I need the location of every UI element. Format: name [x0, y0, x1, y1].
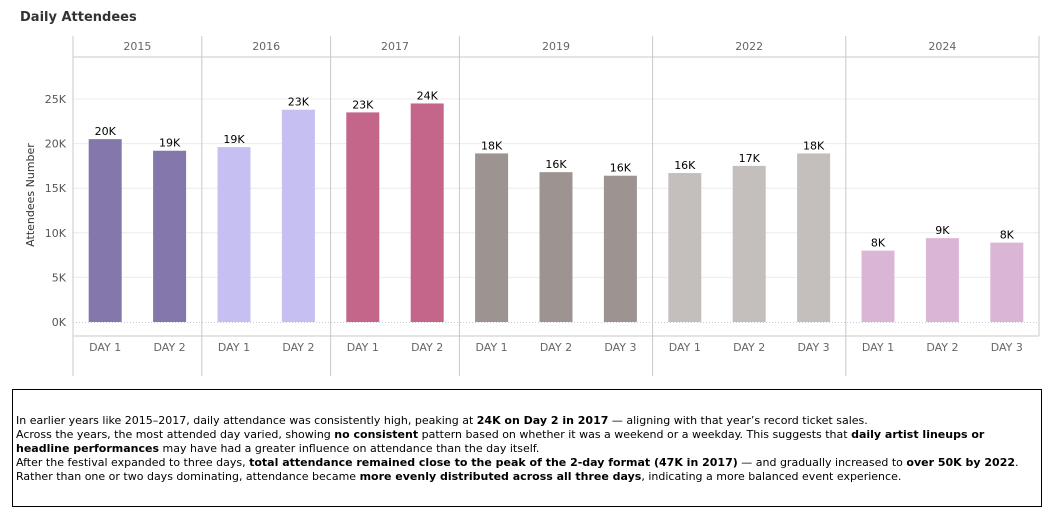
- note-emphasis: daily artist lineups or headline perform…: [16, 428, 985, 455]
- x-tick-label: DAY 1: [476, 341, 508, 354]
- facet-year-label: 2017: [381, 40, 409, 53]
- note-text: Across the years, the most attended day …: [16, 428, 335, 441]
- y-tick-label: 5K: [52, 271, 67, 284]
- y-tick-label: 15K: [45, 182, 67, 195]
- bar-value-label: 18K: [481, 139, 503, 152]
- bar-2015-day-2: [153, 150, 187, 322]
- faceted-bar-chart: 0K 5K 10K 15K 20K 25K Attendees Number 2015 20K D…: [24, 36, 1040, 376]
- bar-2017-day-2: [410, 103, 444, 323]
- note-text: pattern based on whether it was a weeken…: [418, 428, 852, 441]
- bar-value-label: 24K: [417, 89, 439, 102]
- note-text: Rather than one or two days dominating, …: [16, 470, 360, 483]
- bar-value-label: 16K: [674, 159, 696, 172]
- note-emphasis: over 50K by 2022: [906, 456, 1015, 469]
- x-tick-label: DAY 1: [347, 341, 379, 354]
- y-tick-label: 20K: [45, 138, 67, 151]
- bar-value-label: 16K: [610, 162, 632, 175]
- bar-2016-day-1: [217, 147, 251, 322]
- bar-value-label: 8K: [871, 237, 886, 250]
- x-tick-label: DAY 1: [669, 341, 701, 354]
- bar-2019-day-1: [475, 153, 509, 322]
- x-tick-label: DAY 2: [926, 341, 958, 354]
- note-paragraph: In earlier years like 2015–2017, daily a…: [16, 414, 1038, 428]
- note-emphasis: more evenly distributed across all three…: [359, 470, 642, 483]
- note-text: .: [1015, 456, 1019, 469]
- y-tick-label: 0K: [52, 316, 67, 329]
- x-tick-label: DAY 2: [282, 341, 314, 354]
- facet-year-label: 2015: [123, 40, 151, 53]
- note-emphasis: no consistent: [334, 428, 419, 441]
- note-paragraph: After the festival expanded to three day…: [16, 456, 1038, 470]
- note-emphasis: total attendance remained close to the p…: [249, 456, 738, 469]
- x-tick-label: DAY 3: [798, 341, 830, 354]
- bar-2016-day-2: [281, 109, 315, 322]
- bar-2019-day-3: [603, 175, 637, 322]
- bar-value-label: 23K: [288, 96, 310, 109]
- note-text: — and gradually increased to: [737, 456, 907, 469]
- x-tick-label: DAY 1: [89, 341, 121, 354]
- bar-value-label: 18K: [803, 139, 825, 152]
- bar-value-label: 8K: [1000, 229, 1015, 242]
- bar-value-label: 17K: [739, 152, 761, 165]
- x-tick-label: DAY 1: [218, 341, 250, 354]
- bar-value-label: 9K: [935, 224, 950, 237]
- bar-value-label: 23K: [352, 98, 374, 111]
- x-tick-label: DAY 2: [540, 341, 572, 354]
- bar-2015-day-1: [88, 139, 122, 322]
- x-tick-label: DAY 2: [411, 341, 443, 354]
- y-tick-label: 10K: [45, 227, 67, 240]
- insight-notes-box: In earlier years like 2015–2017, daily a…: [12, 389, 1042, 507]
- bar-2022-day-1: [668, 173, 702, 322]
- x-tick-label: DAY 3: [991, 341, 1023, 354]
- x-tick-label: DAY 2: [733, 341, 765, 354]
- facet-year-label: 2022: [735, 40, 763, 53]
- facet-year-label: 2016: [252, 40, 280, 53]
- bar-2024-day-3: [990, 242, 1024, 322]
- facet-year-label: 2019: [542, 40, 570, 53]
- note-text: may have had a greater influence on atte…: [159, 442, 540, 455]
- note-text: In earlier years like 2015–2017, daily a…: [16, 414, 477, 427]
- bar-2022-day-2: [732, 165, 766, 322]
- bar-2022-day-3: [797, 153, 831, 322]
- note-text: After the festival expanded to three day…: [16, 456, 250, 469]
- y-axis-title: Attendees Number: [24, 143, 37, 247]
- note-emphasis: 24K on Day 2 in 2017: [476, 414, 609, 427]
- note-paragraph: Rather than one or two days dominating, …: [16, 470, 1038, 484]
- bar-value-label: 20K: [95, 125, 117, 138]
- bar-2019-day-2: [539, 172, 573, 322]
- chart-title: Daily Attendees: [20, 10, 137, 25]
- x-tick-label: DAY 2: [154, 341, 186, 354]
- bar-2024-day-1: [861, 250, 895, 322]
- x-tick-label: DAY 3: [604, 341, 636, 354]
- bar-value-label: 19K: [159, 137, 181, 150]
- bar-value-label: 19K: [223, 133, 245, 146]
- facet-year-label: 2024: [928, 40, 956, 53]
- note-text: , indicating a more balanced event exper…: [641, 470, 902, 483]
- note-text: — aligning with that year’s record ticke…: [608, 414, 868, 427]
- bar-value-label: 16K: [545, 158, 567, 171]
- x-tick-label: DAY 1: [862, 341, 894, 354]
- bar-2024-day-2: [925, 238, 959, 322]
- note-paragraph: Across the years, the most attended day …: [16, 428, 1038, 456]
- bar-2017-day-1: [346, 112, 380, 322]
- y-tick-label: 25K: [45, 93, 67, 106]
